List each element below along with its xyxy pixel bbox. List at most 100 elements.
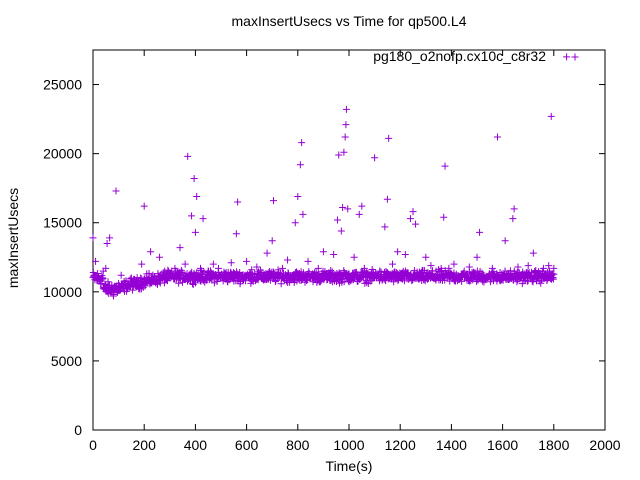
data-point [319,248,327,256]
data-point [156,253,164,261]
chart-title: maxInsertUsecs vs Time for qp500.L4 [232,13,467,29]
y-tick-label: 5000 [51,353,82,369]
data-point [147,248,155,256]
x-tick-label: 1600 [487,437,518,453]
data-point [550,270,558,278]
data-point [333,216,341,224]
x-tick-label: 400 [184,437,208,453]
data-point [406,215,414,223]
data-point [117,271,125,279]
data-point [344,205,352,213]
data-point [284,256,292,264]
data-point [371,154,379,162]
data-point [337,227,345,235]
y-axis-label: maxInsertUsecs [5,188,21,288]
data-point [184,152,192,160]
data-point [278,264,286,272]
data-point [112,187,120,195]
data-point [394,248,402,256]
data-point [99,274,107,282]
legend: pg180_o2nofp.cx10c_c8r32 [373,48,579,64]
tick-labels: 0 200 400 600 800 1000 1200 1400 1600 1800 2000050… [43,77,621,453]
data-point [510,205,518,213]
data-point [524,262,532,270]
data-point [394,276,402,284]
data-point [314,264,322,272]
data-point [440,213,448,221]
data-point [193,192,201,200]
y-tick-label: 0 [74,422,82,438]
data-point [550,264,558,272]
data-point [227,259,235,267]
data-point [298,139,306,147]
data-point [427,262,435,270]
data-point [102,264,110,272]
data-point [350,253,358,261]
data-point [501,237,509,245]
data-point [335,151,343,159]
data-point [376,267,384,275]
x-tick-label: 1200 [385,437,416,453]
data-point [243,257,251,265]
x-tick-label: 1400 [436,437,467,453]
data-point [199,215,207,223]
data-point [163,277,171,285]
data-point [450,260,458,268]
data-point [540,264,548,272]
data-point [191,228,199,236]
data-point [232,230,240,238]
data-point [563,53,571,61]
data-point [383,195,391,203]
data-point [296,161,304,169]
y-tick-label: 10000 [43,284,82,300]
data-points [89,53,571,300]
data-point [190,175,198,183]
data-point [268,237,276,245]
data-point [412,220,420,228]
data-point [178,268,186,276]
data-point [385,134,393,142]
data-point [89,234,97,242]
data-point [458,277,466,285]
data-point [330,251,338,259]
data-point [140,202,148,210]
legend-marker [571,53,579,61]
x-tick-label: 800 [286,437,310,453]
data-point [291,219,299,227]
data-point [133,274,141,282]
x-axis-label: Time(s) [326,458,373,474]
legend-label: pg180_o2nofp.cx10c_c8r32 [373,48,546,64]
x-tick-label: 2000 [589,437,620,453]
data-point [422,253,430,261]
data-point [92,257,100,265]
data-point [476,228,484,236]
y-tick-label: 25000 [43,77,82,93]
data-point [389,260,397,268]
data-point [304,257,312,265]
data-point [181,260,189,268]
data-point [428,267,436,275]
data-point [509,215,517,223]
data-point [340,148,348,156]
data-point [401,251,409,259]
x-tick-label: 0 [89,437,97,453]
data-point [248,266,256,274]
x-tick-label: 200 [133,437,157,453]
data-point [339,204,347,212]
data-point [176,244,184,252]
x-tick-label: 1000 [333,437,364,453]
y-tick-label: 20000 [43,146,82,162]
data-point [363,279,371,287]
data-point [299,210,307,218]
data-point [188,280,196,288]
data-point [149,271,157,279]
data-point [192,279,200,287]
data-point [341,133,349,141]
data-point [294,192,302,200]
data-point [129,286,137,294]
data-point [493,133,501,141]
data-point [327,266,335,274]
data-point [409,208,417,216]
